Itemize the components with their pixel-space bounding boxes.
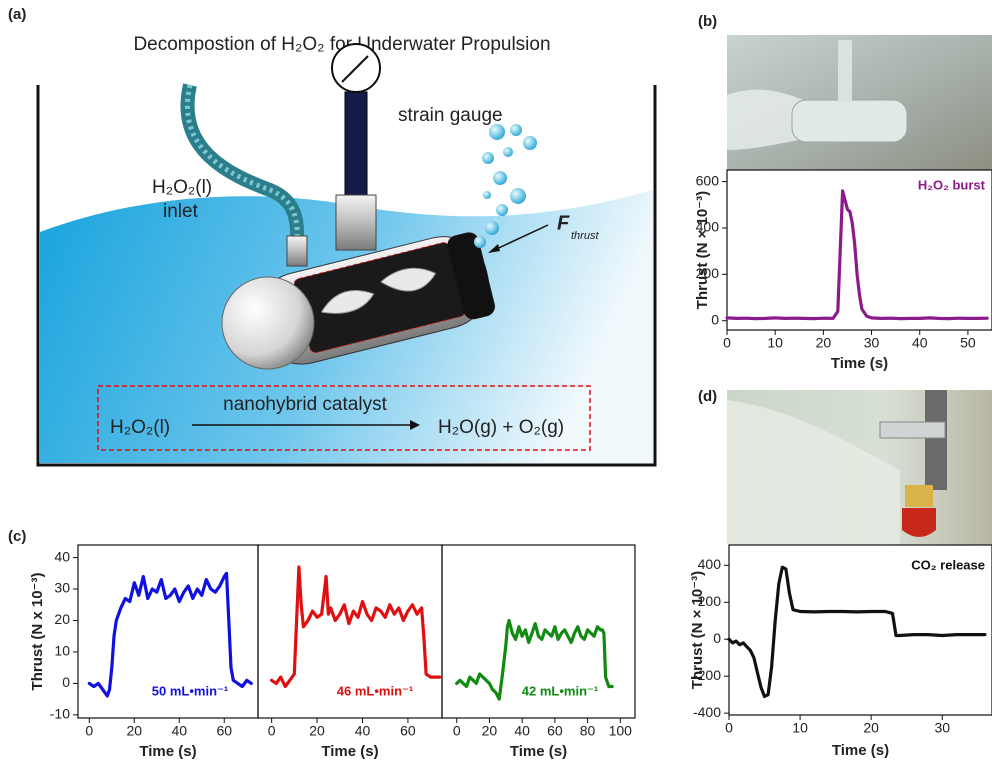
catalyst: nanohybrid catalyst <box>223 394 387 415</box>
y-tick-label: 0 <box>713 630 721 646</box>
inlet-formula: H₂O₂(l) <box>152 177 212 198</box>
photo-b <box>727 35 992 170</box>
x-tick-label: 0 <box>723 335 731 351</box>
x-tick-label: 60 <box>547 723 563 739</box>
photo-d <box>727 390 992 545</box>
x-tick-label: 0 <box>453 723 461 739</box>
y-tick-label: 10 <box>54 643 70 659</box>
x-tick-label: 20 <box>309 723 325 739</box>
inlet-label: inlet <box>163 201 199 222</box>
y-tick-label: 400 <box>698 556 722 572</box>
x-tick-label: 0 <box>725 720 733 736</box>
data-line <box>729 567 985 696</box>
data-line <box>272 567 440 687</box>
inlet-tube <box>287 236 307 266</box>
annotation: 46 mL•min⁻¹ <box>337 683 413 698</box>
x-axis-label: Time (s) <box>831 355 888 372</box>
y-axis-label: Thrust (N x 10⁻³) <box>29 573 46 691</box>
panel-label: (d) <box>698 388 717 405</box>
products: H₂O(g) + O₂(g) <box>438 417 564 438</box>
x-axis-label: Time (s) <box>321 743 378 760</box>
x-tick-label: 80 <box>580 723 596 739</box>
y-tick-label: 600 <box>696 172 720 188</box>
gauge-label: strain gauge <box>398 105 503 126</box>
thrust-symbol: F <box>557 212 570 234</box>
y-tick-label: -400 <box>693 704 721 720</box>
x-tick-label: 50 <box>960 335 976 351</box>
x-tick-label: 40 <box>514 723 530 739</box>
plot-frame <box>727 170 992 330</box>
y-tick-label: 40 <box>54 548 70 564</box>
annotation: 50 mL•min⁻¹ <box>152 683 228 698</box>
x-tick-label: 40 <box>355 723 371 739</box>
y-tick-label: -10 <box>50 706 70 722</box>
x-tick-label: 0 <box>268 723 276 739</box>
x-tick-label: 0 <box>85 723 93 739</box>
annotation: H₂O₂ burst <box>918 177 986 192</box>
x-tick-label: 20 <box>863 720 879 736</box>
x-tick-label: 20 <box>126 723 142 739</box>
thrust-subscript: thrust <box>571 230 599 242</box>
x-axis-label: Time (s) <box>510 743 567 760</box>
x-axis-label: Time (s) <box>139 743 196 760</box>
x-tick-label: 10 <box>767 335 783 351</box>
y-axis-label: Thrust (N × 10⁻³) <box>694 191 711 309</box>
x-tick-label: 60 <box>216 723 232 739</box>
x-tick-label: 30 <box>864 335 880 351</box>
panel-a: (a) Decompostion of H₂O₂ for Underwater … <box>8 6 655 465</box>
annotation: 42 mL•min⁻¹ <box>522 683 598 698</box>
reactant: H₂O₂(l) <box>110 417 170 438</box>
x-tick-label: 60 <box>400 723 416 739</box>
figure: (a) Decompostion of H₂O₂ for Underwater … <box>0 0 992 763</box>
x-tick-label: 20 <box>816 335 832 351</box>
data-line <box>727 191 987 319</box>
x-tick-label: 40 <box>171 723 187 739</box>
x-axis-label: Time (s) <box>832 742 889 759</box>
y-tick-label: 20 <box>54 611 70 627</box>
y-tick-label: 0 <box>62 674 70 690</box>
y-tick-label: 30 <box>54 580 70 596</box>
rod <box>345 92 367 197</box>
panel-label: (c) <box>8 528 26 545</box>
y-tick-label: 0 <box>711 311 719 327</box>
x-tick-label: 30 <box>934 720 950 736</box>
mount <box>336 195 376 250</box>
panel-label: (a) <box>8 6 26 23</box>
y-axis-label: Thrust (N × 10⁻³) <box>689 571 706 689</box>
x-tick-label: 10 <box>792 720 808 736</box>
panel-label: (b) <box>698 13 717 30</box>
x-tick-label: 20 <box>482 723 498 739</box>
x-tick-label: 100 <box>609 723 633 739</box>
annotation: CO₂ release <box>911 557 985 572</box>
sphere <box>222 277 314 369</box>
x-tick-label: 40 <box>912 335 928 351</box>
data-line <box>89 573 251 696</box>
